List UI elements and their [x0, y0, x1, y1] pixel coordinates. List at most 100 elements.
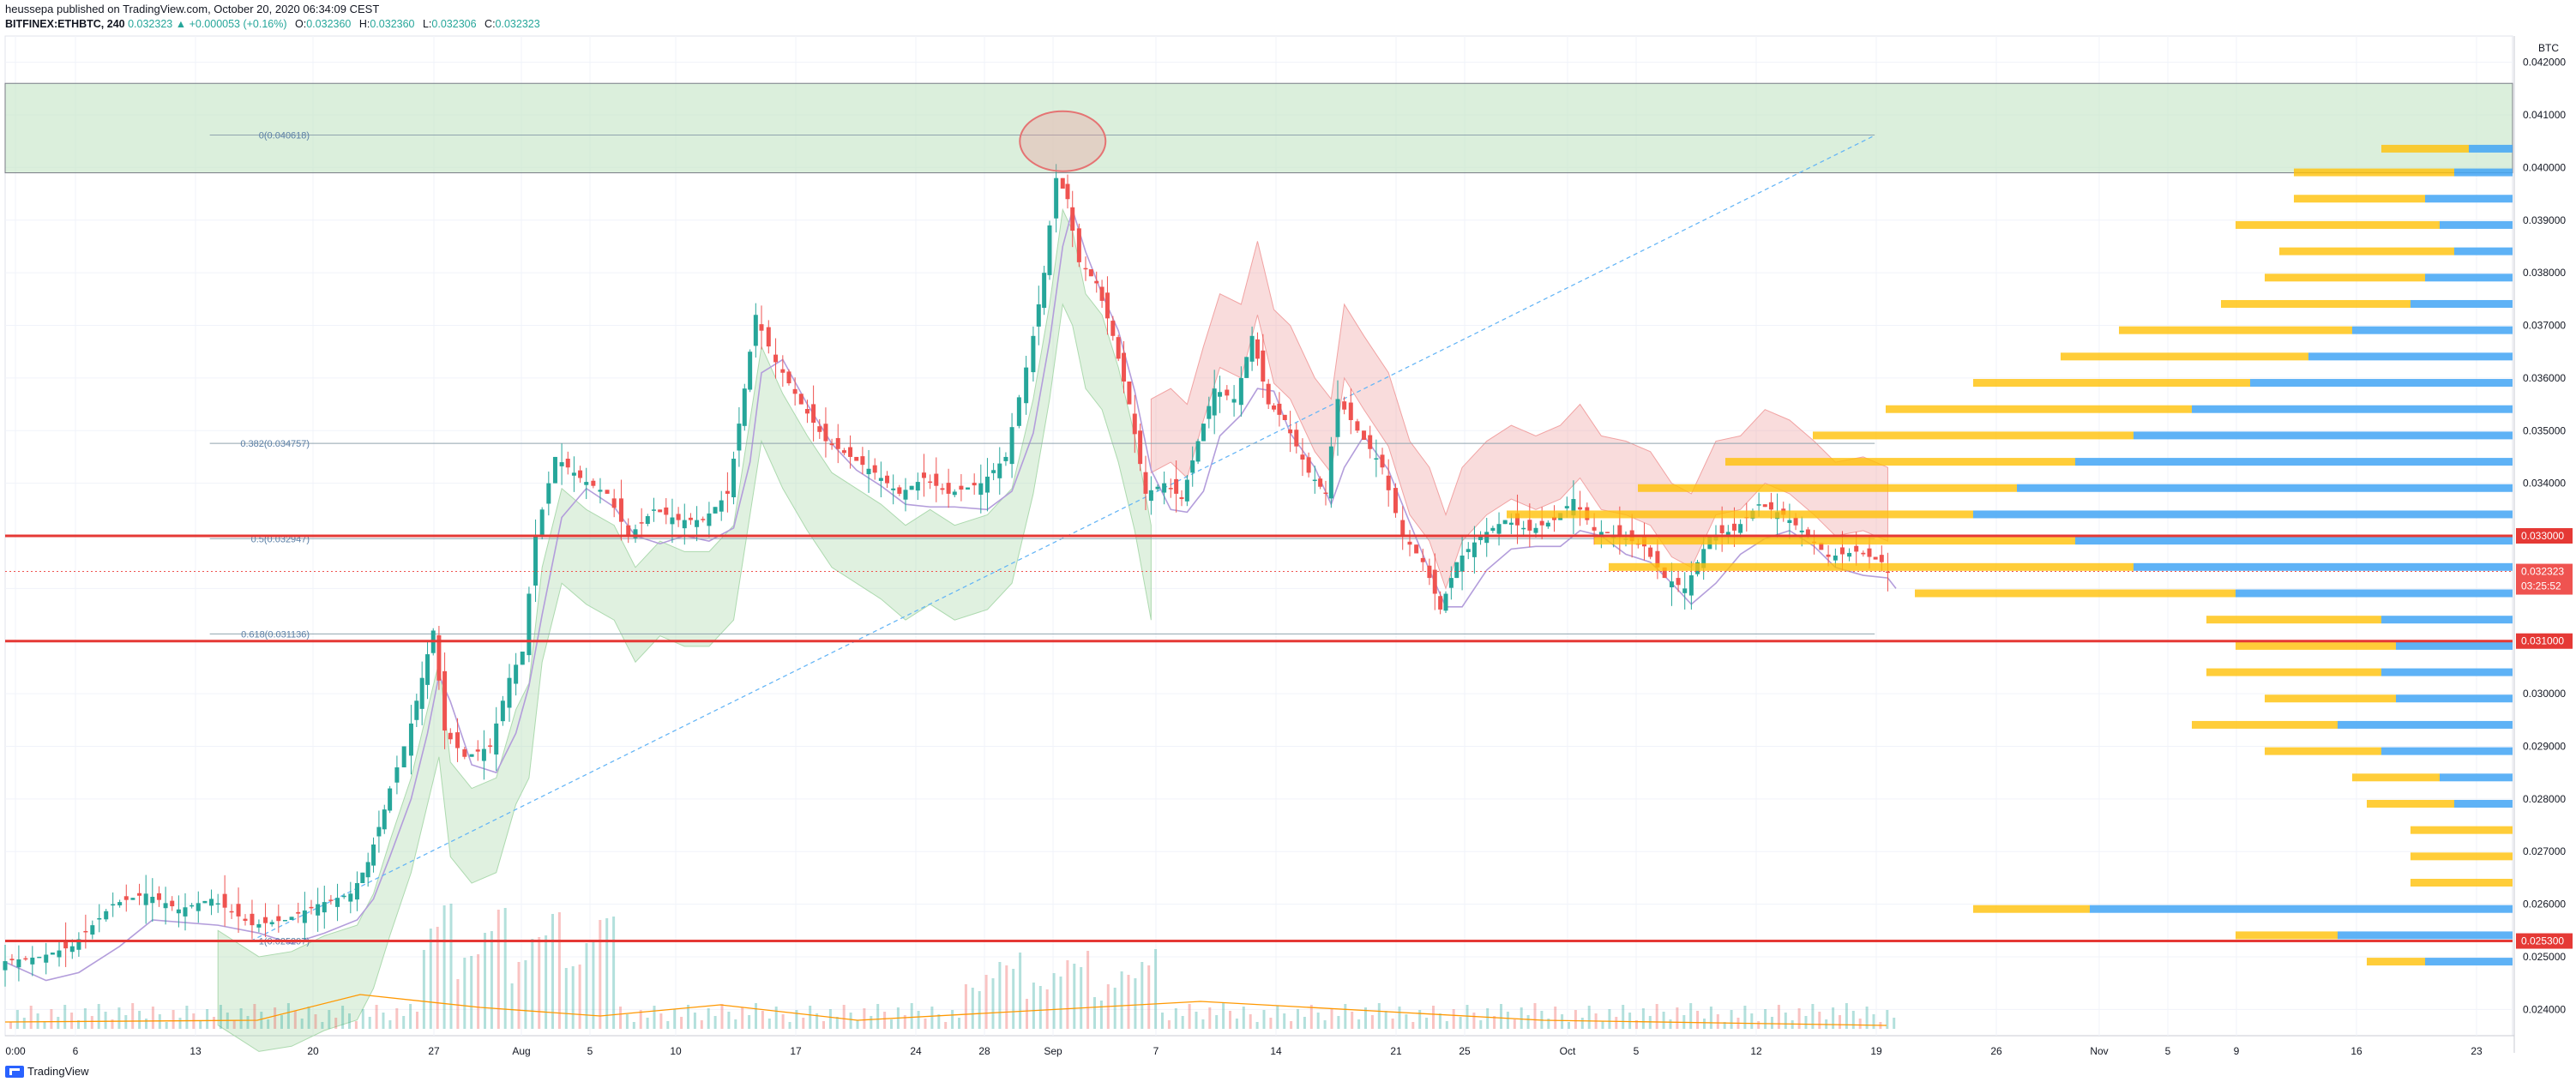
vpvr-bar-down: [1594, 537, 2075, 545]
candle-body: [1238, 377, 1243, 406]
candle-body: [1819, 543, 1824, 550]
volume-bar: [232, 1020, 236, 1029]
candle-body: [1116, 337, 1121, 359]
candle-body: [104, 911, 109, 920]
candle-body: [1277, 403, 1282, 415]
price-tag-label: 0.033000: [2521, 530, 2564, 542]
candle-body: [835, 437, 840, 449]
volume-bar: [1601, 1021, 1604, 1029]
vpvr-bar-down: [2352, 773, 2440, 782]
vpvr-bar-up: [2075, 458, 2513, 466]
vpvr-bar-up: [2396, 694, 2513, 703]
volume-bar: [1452, 1009, 1455, 1029]
volume-bar: [564, 968, 568, 1029]
vpvr-bar-down: [1813, 431, 2134, 440]
close-value: 0.032323: [495, 18, 540, 30]
volume-bar: [1134, 978, 1137, 1029]
tradingview-brand[interactable]: TradingView: [5, 1065, 89, 1078]
volume-bar: [1377, 1003, 1381, 1029]
candle-body: [1438, 596, 1443, 610]
volume-bar: [490, 931, 493, 1029]
volume-bar: [802, 1018, 805, 1029]
candle-body: [1266, 383, 1271, 405]
volume-bar: [409, 1004, 412, 1029]
candle-body: [903, 490, 908, 500]
volume-bar: [456, 979, 460, 1029]
x-tick-label: 0:00: [5, 1045, 26, 1057]
symbol-label[interactable]: BITFINEX:ETHBTC, 240: [5, 18, 125, 30]
volume-bar: [1872, 1014, 1875, 1029]
x-tick-label: 21: [1390, 1045, 1402, 1057]
volume-bar: [158, 1014, 161, 1029]
candle-body: [997, 463, 1002, 478]
publish-info: heussepa published on TradingView.com, O…: [5, 3, 379, 15]
candle-body: [335, 898, 340, 907]
candle-body: [1225, 389, 1230, 396]
volume-bar: [395, 1008, 399, 1029]
vpvr-bar-up: [2454, 168, 2513, 177]
candle-body: [1184, 479, 1189, 502]
candle-body: [388, 788, 393, 811]
volume-bar: [1520, 1007, 1523, 1029]
vpvr-bar-down: [2410, 826, 2513, 834]
candle-body: [500, 700, 505, 722]
candle-body: [176, 909, 181, 914]
volume-bar: [178, 1018, 182, 1029]
volume-bar: [97, 1004, 100, 1029]
volume-bar: [863, 1008, 866, 1029]
candle-body: [701, 519, 706, 520]
candle-body: [1335, 399, 1340, 437]
candle-body: [984, 476, 990, 493]
volume-bar: [687, 1005, 689, 1029]
volume-bar: [151, 1007, 154, 1029]
y-tick-label: 0.025000: [2523, 951, 2566, 963]
volume-bar: [1641, 1008, 1645, 1029]
candle-body: [878, 478, 883, 481]
candle-body: [928, 481, 933, 484]
volume-bar: [748, 1015, 751, 1029]
candle-body: [1036, 304, 1041, 327]
candle-body: [1083, 267, 1088, 270]
volume-bar: [328, 1010, 331, 1029]
candle-body: [289, 917, 294, 920]
candle-body: [571, 472, 576, 476]
x-tick-label: 5: [1634, 1045, 1640, 1057]
volume-bar: [267, 1019, 270, 1029]
volume-bar: [822, 1021, 825, 1029]
candle-body: [1545, 522, 1550, 527]
candle-body: [401, 746, 406, 768]
volume-bar: [1513, 1019, 1516, 1029]
candle-body: [1805, 529, 1810, 536]
volume-bar: [402, 1016, 406, 1029]
candle-body: [991, 470, 996, 473]
vpvr-bar-up: [2381, 616, 2513, 624]
candle-body: [1407, 541, 1412, 545]
candle-body: [1065, 183, 1070, 200]
volume-bar: [300, 1019, 304, 1029]
volume-bar: [707, 1008, 710, 1029]
volume-bar: [199, 1021, 202, 1029]
candle-body: [780, 369, 785, 373]
vpvr-bar-up: [2192, 405, 2513, 413]
candle-body: [804, 409, 810, 414]
volume-bar: [213, 1017, 215, 1029]
volume-bar: [43, 1021, 46, 1029]
x-tick-label: 5: [2165, 1045, 2171, 1057]
volume-bar: [436, 927, 439, 1029]
vpvr-bar-up: [2352, 326, 2513, 334]
candle-body: [1362, 430, 1367, 441]
brand-label: TradingView: [27, 1065, 89, 1078]
candle-body: [23, 958, 28, 960]
vpvr-bar-up: [2469, 144, 2513, 153]
y-tick-label: 0.034000: [2523, 478, 2566, 490]
candle-body: [559, 462, 564, 466]
candle-body: [1024, 367, 1029, 404]
candle-body: [436, 634, 442, 681]
volume-bar: [260, 1012, 263, 1029]
volume-bar: [924, 1019, 927, 1029]
volume-bar: [206, 1009, 209, 1029]
vpvr-bar-up: [2381, 668, 2513, 676]
candle-body: [236, 904, 241, 917]
candle-body: [1420, 557, 1425, 562]
